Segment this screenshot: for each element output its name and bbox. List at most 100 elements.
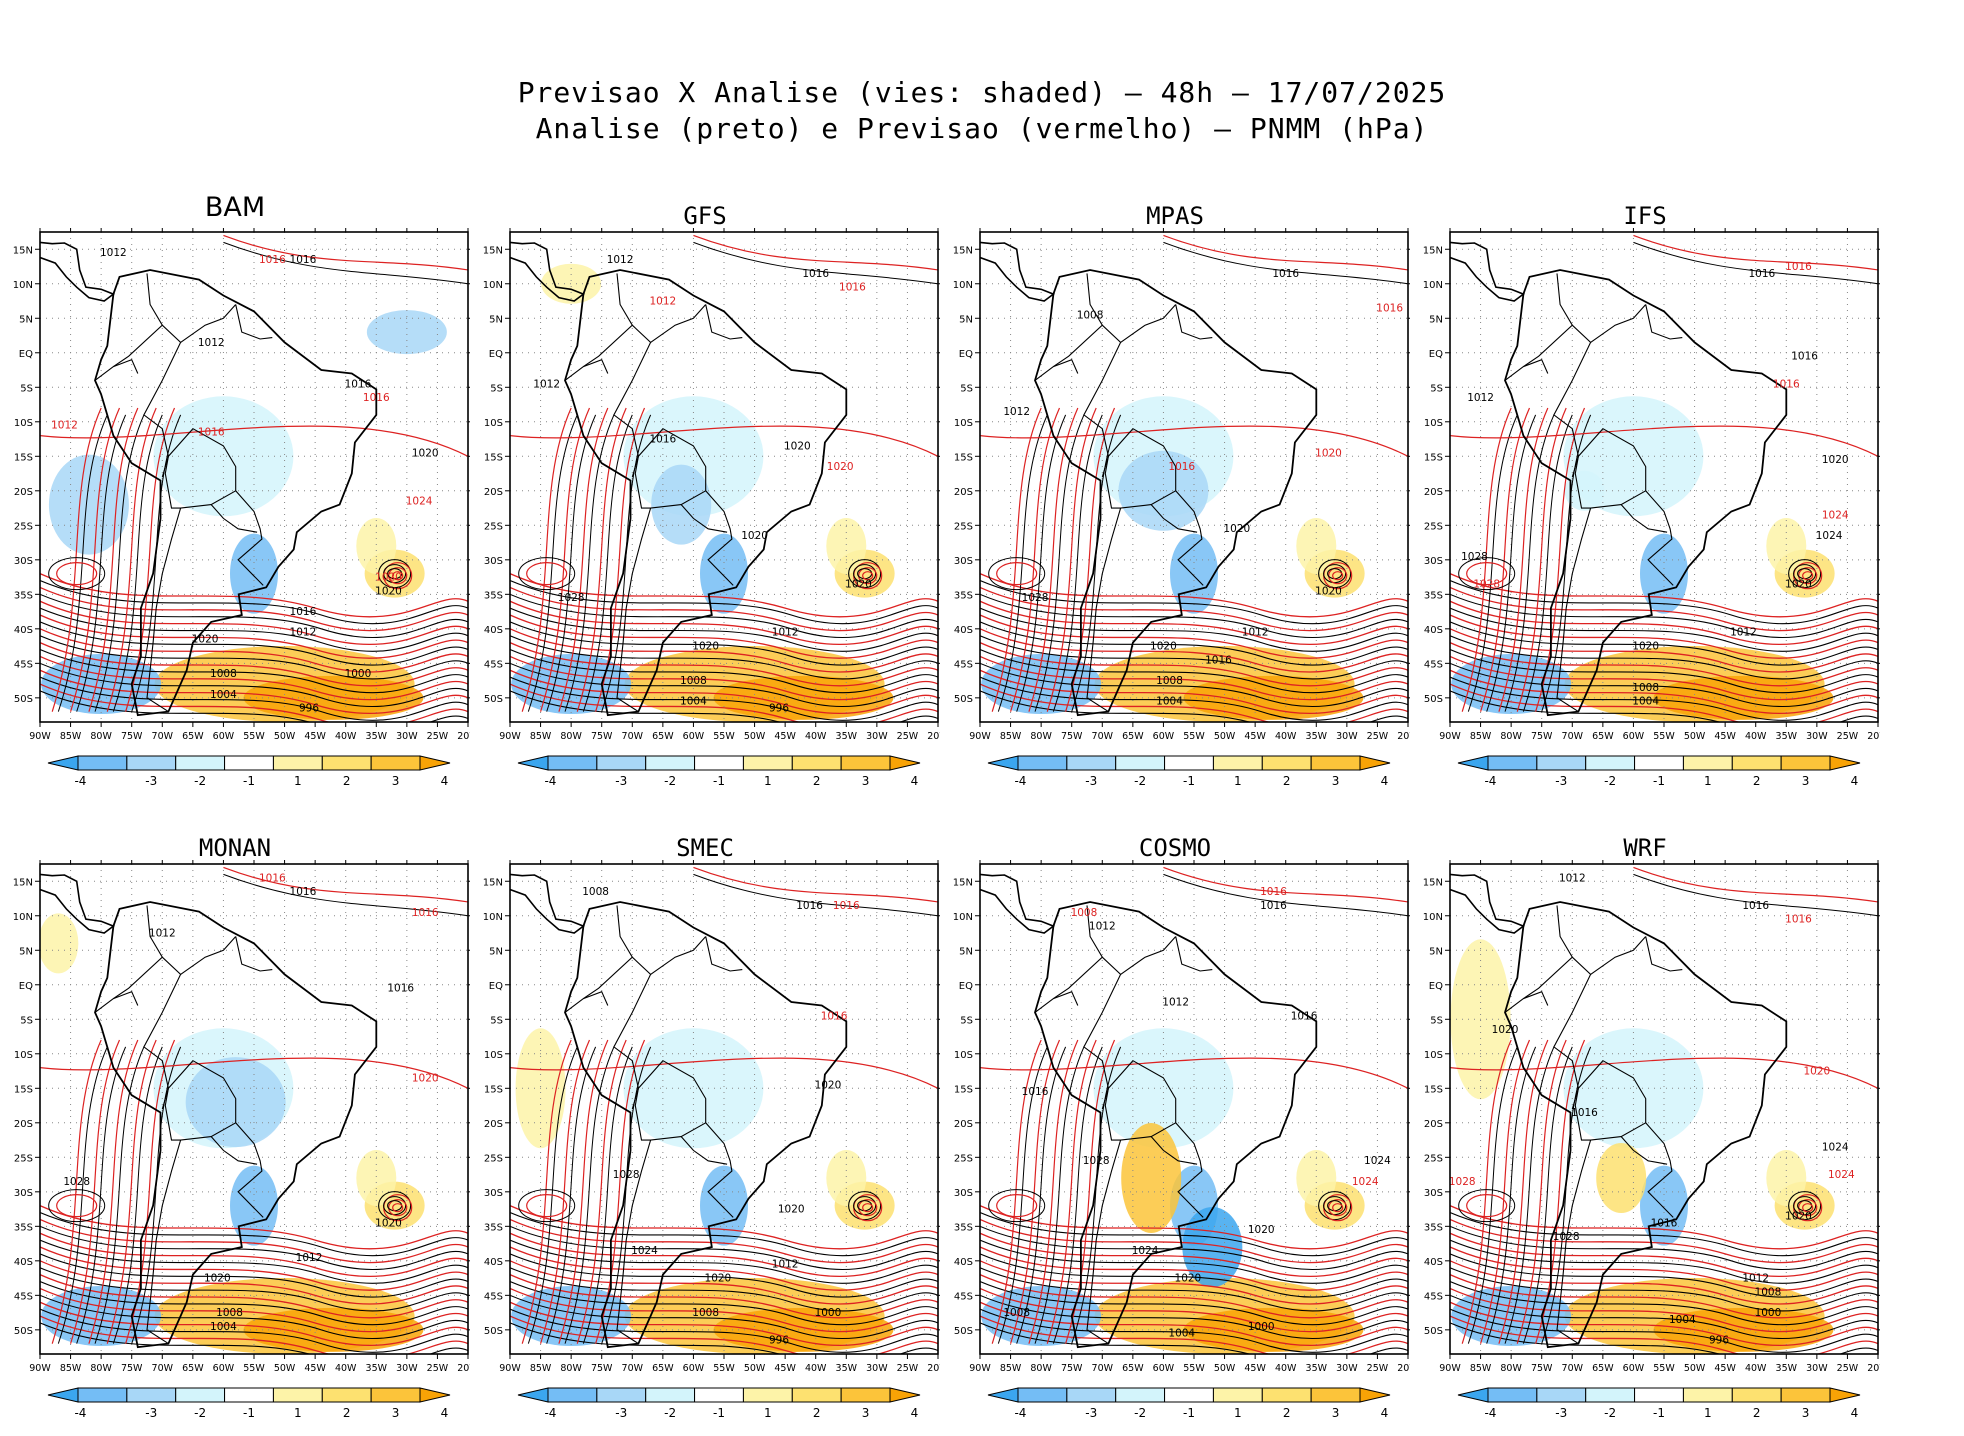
lat-tick-label: 35S	[484, 590, 503, 601]
panel-gfs: GFS 1012 1016 1016 1012 1012 1016 1020 1020 1020 1…	[470, 190, 940, 790]
analysis-contour-label: 1012	[607, 254, 634, 266]
forecast-isobar	[980, 642, 1408, 687]
analysis-contour-label: 1008	[582, 886, 609, 898]
country-border	[616, 507, 652, 713]
analysis-contour-label: 1008	[210, 668, 237, 680]
lat-tick-label: 15N	[483, 877, 503, 888]
lat-tick-label: 30S	[14, 556, 33, 567]
colorbar-tick-label: -3	[1555, 1406, 1567, 1420]
analysis-isobar	[40, 593, 468, 639]
lon-tick-label: 50W	[1684, 1363, 1706, 1374]
colorbar-tick-label: -4	[544, 774, 556, 788]
bias-shading	[1183, 1307, 1364, 1352]
lon-tick-label: 65W	[652, 731, 674, 742]
lon-tick-label: 25W	[427, 731, 449, 742]
analysis-isobar	[40, 1225, 468, 1271]
lon-tick-label: 60W	[1153, 731, 1175, 742]
forecast-contour-label: 1016	[1785, 261, 1812, 273]
lat-tick-label: EQ	[959, 349, 973, 360]
lat-tick-label: 50S	[484, 694, 503, 705]
forecast-contour-label: 1028	[1473, 578, 1500, 590]
forecast-isobar	[510, 1260, 938, 1305]
lon-tick-label: 20W	[457, 731, 470, 742]
lon-tick-label: 30W	[396, 731, 418, 742]
bias-shading	[826, 518, 867, 575]
lon-tick-label: 85W	[60, 731, 82, 742]
country-border	[113, 359, 139, 374]
forecast-isobar	[510, 1246, 938, 1291]
lon-tick-label: 45W	[774, 731, 796, 742]
bias-shading	[366, 310, 447, 355]
colorbar-tick-label: 4	[1851, 1406, 1859, 1420]
analysis-contour-label: 1020	[204, 1273, 231, 1285]
forecast-isobar	[510, 1301, 938, 1347]
country-border	[1086, 1139, 1122, 1345]
figure-title-line2: Analise (preto) e Previsao (vermelho) – …	[535, 112, 1429, 145]
lat-tick-label: 45S	[14, 1291, 33, 1302]
lon-tick-label: 75W	[1531, 1363, 1553, 1374]
analysis-contour-label: 1012	[1242, 627, 1269, 639]
colorbar-tick-label: 1	[1704, 774, 1712, 788]
analysis-contour-label: 1016	[345, 378, 372, 390]
lon-tick-label: 55W	[1183, 1363, 1205, 1374]
lat-tick-label: 15S	[1424, 1084, 1443, 1095]
lon-tick-label: 45W	[1714, 731, 1736, 742]
analysis-contour-label: 1000	[815, 1307, 842, 1319]
analysis-contour-label: 1004	[210, 1321, 237, 1333]
colorbar-tick-label: -3	[615, 774, 627, 788]
lat-tick-label: 50S	[1424, 1326, 1443, 1337]
coastline	[1034, 901, 1318, 1349]
lon-tick-label: 55W	[243, 731, 265, 742]
lon-tick-label: 25W	[897, 731, 919, 742]
bias-shading	[1653, 1307, 1834, 1352]
lat-tick-label: 10N	[1423, 912, 1443, 923]
bias-shading	[1563, 1028, 1704, 1149]
bias-shading	[981, 654, 1102, 715]
analysis-contour-label: 1008	[1156, 675, 1183, 687]
lon-tick-label: 60W	[213, 1363, 235, 1374]
lat-tick-label: 5N	[1429, 946, 1443, 957]
analysis-contour-label: 1024	[1364, 1155, 1391, 1167]
forecast-contour-label: 1016	[839, 282, 866, 294]
country-border	[210, 504, 258, 533]
lon-tick-label: 40W	[805, 731, 827, 742]
lat-tick-label: 40S	[1424, 625, 1443, 636]
colorbar-tick-label: 2	[813, 1406, 821, 1420]
country-border	[1120, 304, 1177, 343]
forecast-isobar	[510, 628, 938, 673]
bias-shading	[1653, 675, 1834, 720]
lon-tick-label: 40W	[335, 731, 357, 742]
analysis-contour-label: 1016	[1748, 268, 1775, 280]
lat-tick-label: 10S	[1424, 1050, 1443, 1061]
lon-tick-label: 40W	[805, 1363, 827, 1374]
country-border	[1645, 304, 1683, 340]
country-border	[1523, 991, 1549, 1006]
analysis-contour-label: 1020	[192, 634, 219, 646]
country-border	[1504, 905, 1573, 1013]
lat-tick-label: EQ	[19, 981, 33, 992]
lon-tick-label: 60W	[213, 731, 235, 742]
lon-tick-label: 90W	[969, 1363, 991, 1374]
lon-tick-label: 70W	[152, 731, 174, 742]
analysis-contour-label: 1016	[290, 886, 317, 898]
forecast-isobar	[40, 1301, 468, 1347]
colorbar-tick-label: 1	[294, 1406, 302, 1420]
analysis-contour-label: 1008	[1077, 309, 1104, 321]
colorbar-tick-label: 2	[1283, 1406, 1291, 1420]
analysis-contour-label: 1020	[741, 530, 768, 542]
bias-shading	[1183, 675, 1364, 720]
country-border	[705, 936, 743, 972]
lon-tick-label: 30W	[396, 1363, 418, 1374]
lat-tick-label: 35S	[14, 1222, 33, 1233]
lon-tick-label: 30W	[1336, 731, 1358, 742]
analysis-contour-label: 1008	[680, 675, 707, 687]
country-border	[235, 304, 273, 340]
lat-tick-label: EQ	[959, 981, 973, 992]
lon-tick-label: 55W	[243, 1363, 265, 1374]
analysis-isobar	[980, 593, 1408, 639]
lat-tick-label: 40S	[954, 1257, 973, 1268]
forecast-contour-label: 1012	[649, 295, 676, 307]
lat-tick-label: 45S	[484, 1291, 503, 1302]
country-border	[631, 456, 639, 478]
lat-tick-label: 35S	[14, 590, 33, 601]
